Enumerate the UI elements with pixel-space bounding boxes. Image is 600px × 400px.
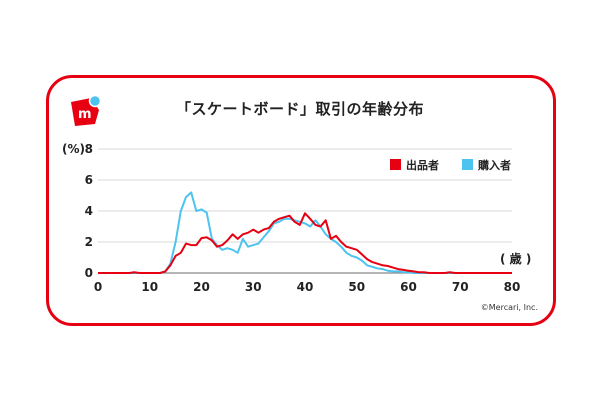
x-tick-label: 70 — [452, 280, 469, 294]
y-tick-label: 0 — [85, 266, 93, 280]
series-line-buyers — [98, 191, 512, 274]
x-tick-label: 10 — [141, 280, 158, 294]
legend-label: 購入者 — [477, 158, 511, 172]
copyright: ©Mercari, Inc. — [480, 303, 538, 312]
logo-letter: m — [78, 107, 92, 122]
x-tick-label: 50 — [348, 280, 365, 294]
y-axis-unit: (%) — [62, 142, 85, 156]
y-tick-label: 8 — [85, 142, 93, 156]
x-axis-unit: ( 歳 ) — [500, 251, 531, 266]
x-tick-label: 20 — [193, 280, 210, 294]
x-tick-label: 30 — [245, 280, 262, 294]
x-tick-label: 60 — [400, 280, 417, 294]
legend-swatch — [390, 159, 401, 170]
legend-swatch — [462, 159, 473, 170]
x-tick-label: 80 — [504, 280, 521, 294]
chart-card — [46, 75, 556, 326]
x-tick-label: 40 — [297, 280, 314, 294]
y-tick-label: 2 — [85, 235, 93, 249]
y-tick-label: 4 — [85, 204, 93, 218]
mercari-logo: m — [71, 96, 101, 126]
chart-title: 「スケートボード」取引の年齢分布 — [175, 100, 424, 118]
series-line-sellers — [98, 212, 512, 274]
x-tick-label: 0 — [94, 280, 102, 294]
legend-label: 出品者 — [406, 158, 439, 172]
y-tick-label: 6 — [85, 173, 93, 187]
